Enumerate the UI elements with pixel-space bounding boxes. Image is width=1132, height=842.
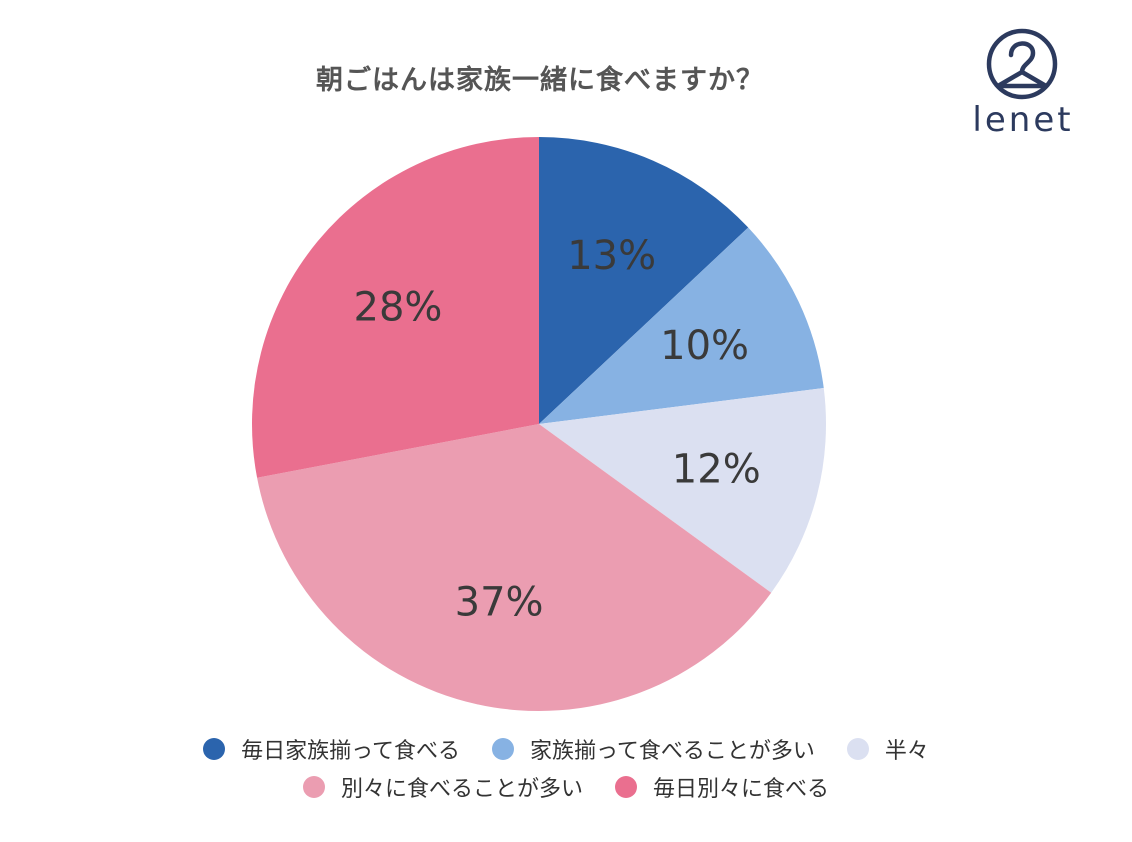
slice-data-label: 12%: [672, 447, 761, 493]
legend-item: 毎日別々に食べる: [615, 771, 829, 803]
legend-item: 毎日家族揃って食べる: [203, 733, 460, 765]
legend-marker: [491, 738, 514, 760]
pie-slice: [539, 388, 826, 593]
hanger-logo-icon: [986, 28, 1058, 100]
pie-slice: [252, 137, 539, 478]
legend-label: 家族揃って食べることが多い: [529, 739, 815, 764]
legend-marker: [302, 776, 325, 798]
legend-label: 毎日家族揃って食べる: [241, 739, 460, 764]
legend-row: 毎日家族揃って食べる 家族揃って食べることが多い 半々: [0, 730, 1132, 768]
slice-data-label: 10%: [660, 323, 749, 369]
pie-slice: [257, 424, 772, 712]
pie-slice: [539, 227, 824, 424]
legend-item: 別々に食べることが多い: [302, 771, 583, 803]
legend-label: 別々に食べることが多い: [340, 777, 583, 802]
slice-data-label: 37%: [455, 580, 544, 626]
brand-logo: lenet: [962, 28, 1092, 148]
legend-marker: [203, 738, 226, 760]
legend-marker: [615, 776, 637, 798]
chart-title: 朝ごはんは家族一緒に食べますか？: [316, 65, 764, 96]
slice-data-label: 28%: [354, 284, 443, 330]
legend-label: 毎日別々に食べる: [653, 777, 830, 802]
logo-wordmark: lenet: [972, 100, 1074, 140]
legend-marker: [846, 738, 869, 760]
legend-item: 家族揃って食べることが多い: [491, 733, 815, 765]
legend: 毎日家族揃って食べる 家族揃って食べることが多い 半々 別々に食べることが多い …: [0, 730, 1132, 806]
legend-label: 半々: [884, 739, 929, 764]
slice-data-label: 13%: [567, 233, 656, 279]
pie-slice: [539, 137, 749, 424]
legend-item: 半々: [846, 733, 929, 765]
legend-row: 別々に食べることが多い 毎日別々に食べる: [0, 768, 1132, 806]
